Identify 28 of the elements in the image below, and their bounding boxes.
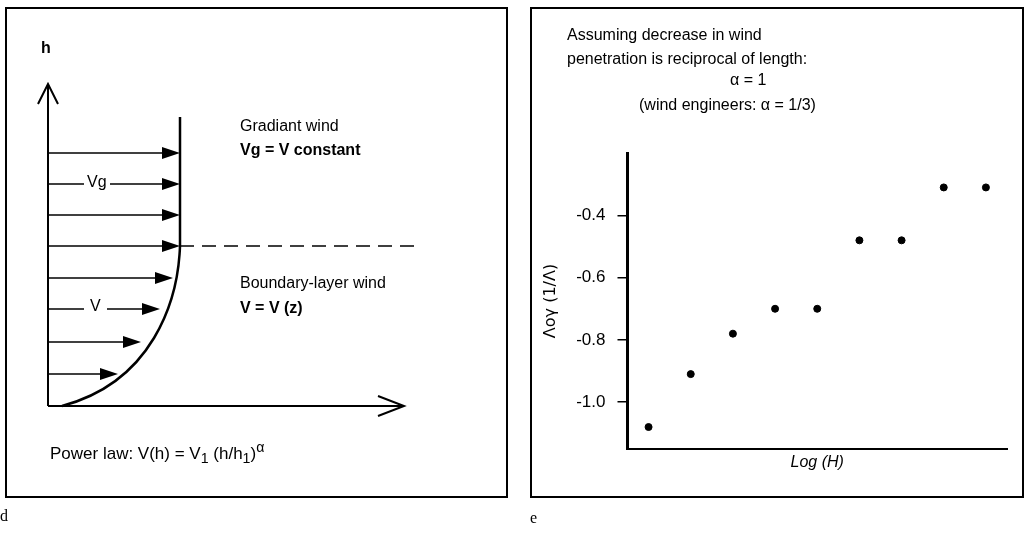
- text: Vg = V constant: [240, 141, 361, 158]
- point: [728, 329, 737, 338]
- point: [897, 236, 906, 245]
- y-axis-title: Λογ (1/Λ): [539, 263, 559, 339]
- point: [981, 183, 990, 192]
- text: Power law: V(h) = V$_{1}$ (h/h$_{1}$)$^{α}$: [50, 439, 265, 467]
- text: α = 1: [730, 71, 767, 88]
- text: V: [84, 297, 107, 314]
- text: e: [530, 509, 538, 526]
- text: Vg: [84, 173, 110, 190]
- text: h: [41, 39, 51, 56]
- point: [771, 304, 780, 313]
- point: [813, 304, 822, 313]
- text: V = V (z): [240, 299, 303, 316]
- point: [855, 236, 864, 245]
- y-tick-label: -0.8: [576, 329, 606, 349]
- text: d: [0, 507, 8, 524]
- y-tick-label: -1.0: [576, 391, 606, 411]
- point: [686, 370, 695, 379]
- x-axis-title: Log (H): [790, 452, 844, 470]
- point: [644, 423, 653, 432]
- y-tick-label: -0.4: [576, 205, 606, 225]
- text: Boundary-layer wind: [240, 274, 386, 291]
- point: [939, 183, 948, 192]
- y-tick-label: -0.6: [576, 267, 606, 287]
- text: Gradiant wind: [240, 117, 339, 134]
- text: (wind engineers: α = 1/3): [639, 96, 816, 113]
- chart-title: Assuming decrease in wind penetration is reciprocal of length:: [567, 25, 809, 69]
